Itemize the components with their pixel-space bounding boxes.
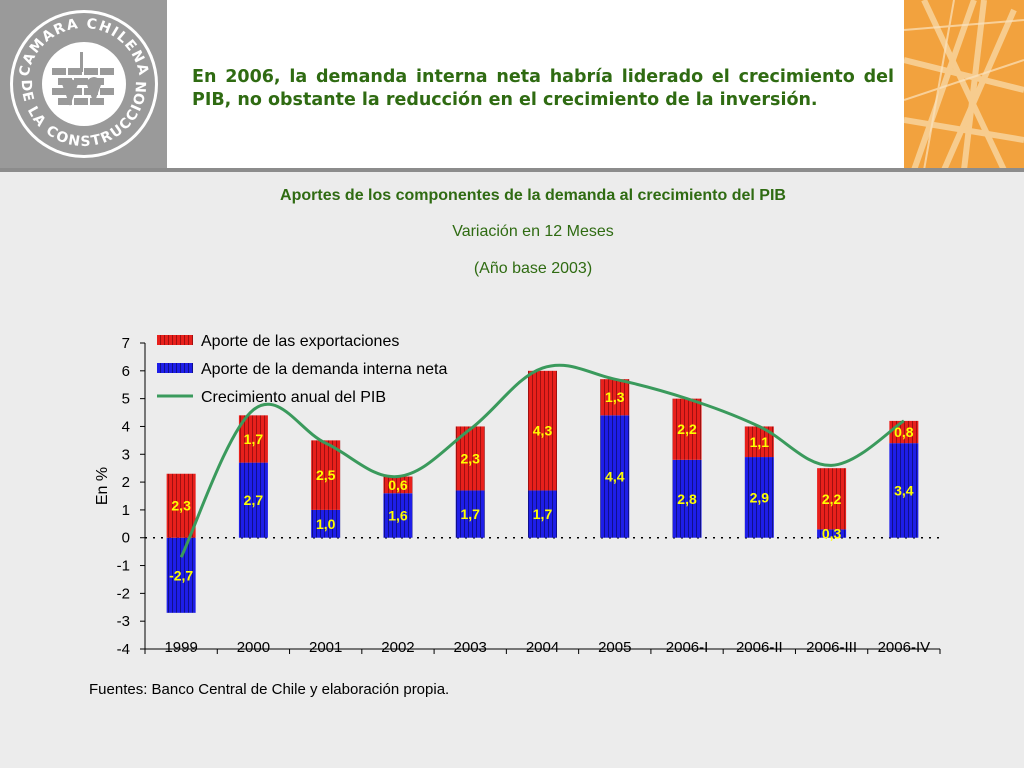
data-label-domestic: 2,7	[244, 492, 264, 508]
y-tick-label: 7	[122, 335, 130, 352]
bar-domestic	[455, 490, 485, 538]
x-tick-label: 2006-IV	[878, 639, 931, 656]
data-label-domestic: 1,7	[533, 506, 553, 522]
x-tick-label: 2002	[381, 639, 414, 656]
chart-subtitle: Variación en 12 Meses	[452, 223, 614, 240]
data-label-exports: 2,2	[822, 491, 842, 507]
data-label-exports: 2,3	[460, 450, 480, 466]
legend: Aporte de las exportaciones Aporte de la …	[157, 333, 448, 406]
y-tick-label: 4	[122, 418, 130, 435]
bar-domestic	[383, 493, 413, 538]
bar-domestic	[744, 457, 774, 538]
data-label-domestic: -2,7	[169, 567, 193, 583]
chart-title: Aportes de los componentes de la demanda…	[280, 187, 786, 204]
data-label-exports: 0,6	[388, 477, 408, 493]
legend-label: Crecimiento anual del PIB	[201, 389, 386, 406]
x-tick-label: 2006-II	[736, 639, 783, 656]
source-note: Fuentes: Banco Central de Chile y elabor…	[89, 681, 450, 698]
bar-exports	[817, 468, 847, 530]
x-tick-label: 2001	[309, 639, 342, 656]
data-label-exports: 2,5	[316, 467, 336, 483]
bar-exports	[238, 415, 268, 463]
x-tick-label: 2005	[598, 639, 631, 656]
y-tick-label: 3	[122, 446, 130, 463]
data-label-exports: 4,3	[533, 423, 553, 439]
gdp-line-layer	[179, 363, 905, 558]
data-label-exports: 0,8	[894, 424, 914, 440]
legend-label: Aporte de las exportaciones	[201, 333, 399, 350]
y-tick-label: 1	[122, 502, 130, 519]
data-label-domestic: 1,0	[316, 516, 336, 532]
data-label-exports: 2,2	[677, 421, 697, 437]
data-label-domestic: 0,3	[822, 526, 842, 542]
bar-domestic	[311, 509, 341, 538]
data-label-domestic: 2,9	[750, 489, 770, 505]
bar-exports	[672, 398, 702, 460]
y-tick-label: -1	[117, 558, 130, 575]
logo: CAMARA CHILENA DE LA CONSTRUCCION	[0, 0, 167, 170]
header-divider	[0, 168, 1024, 172]
legend-swatch-domestic	[157, 363, 193, 373]
data-label-exports: 1,1	[750, 434, 770, 450]
data-label-domestic: 3,4	[894, 482, 914, 498]
bar-exports	[383, 476, 413, 494]
y-tick-label: 6	[122, 363, 130, 380]
data-label-domestic: 1,7	[460, 506, 480, 522]
data-label-exports: 2,3	[171, 498, 191, 514]
bar-domestic	[672, 459, 702, 538]
chart-subtitle-base-year: (Año base 2003)	[473, 260, 593, 277]
data-labels: -2,7 2,3 2,7 1,7 1,0 2,5 1,6 0,6 1,7 2,3 1,7 4,3 4,4…	[169, 389, 914, 583]
bar-domestic	[600, 415, 630, 538]
bar-domestic	[817, 529, 847, 538]
x-tick-label: 2006-III	[806, 639, 857, 656]
bar-domestic	[528, 490, 557, 538]
x-tick-label: 2006-I	[666, 639, 709, 656]
bar-exports	[600, 379, 630, 416]
y-tick-label: -3	[117, 613, 130, 630]
bar-domestic	[166, 537, 196, 613]
x-tick-label: 1999	[164, 639, 197, 656]
bar-exports	[166, 473, 196, 538]
header-bar	[0, 0, 1024, 170]
bar-exports	[528, 370, 557, 491]
page-title: En 2006, la demanda interna neta habría …	[192, 67, 894, 110]
bars	[166, 370, 919, 613]
y-tick-label: -2	[117, 585, 130, 602]
x-tick-label: 2004	[526, 639, 559, 656]
data-label-exports: 1,7	[244, 431, 264, 447]
y-tick-label: -4	[117, 641, 130, 658]
gdp-growth-line	[179, 363, 905, 558]
data-label-domestic: 2,8	[677, 491, 697, 507]
bar-exports	[311, 440, 341, 510]
data-label-domestic: 4,4	[605, 469, 625, 485]
y-axis-title: En %	[94, 467, 111, 505]
legend-swatch-exports	[157, 335, 193, 345]
x-tick-label: 2003	[454, 639, 487, 656]
y-tick-label: 2	[122, 474, 130, 491]
y-tick-label: 0	[122, 530, 130, 547]
bar-domestic	[889, 443, 919, 538]
data-label-exports: 1,3	[605, 389, 625, 405]
axes: 7 6 5 4 3 2 1 0 -1 -2 -3 -4 1999 2000 2001 2002 2003 2004…	[94, 335, 941, 658]
data-label-domestic: 1,6	[388, 507, 408, 523]
bar-domestic	[238, 462, 268, 538]
y-tick-label: 5	[122, 391, 130, 408]
legend-label: Aporte de la demanda interna neta	[201, 361, 448, 378]
header-photo	[904, 0, 1024, 170]
x-tick-label: 2000	[237, 639, 270, 656]
